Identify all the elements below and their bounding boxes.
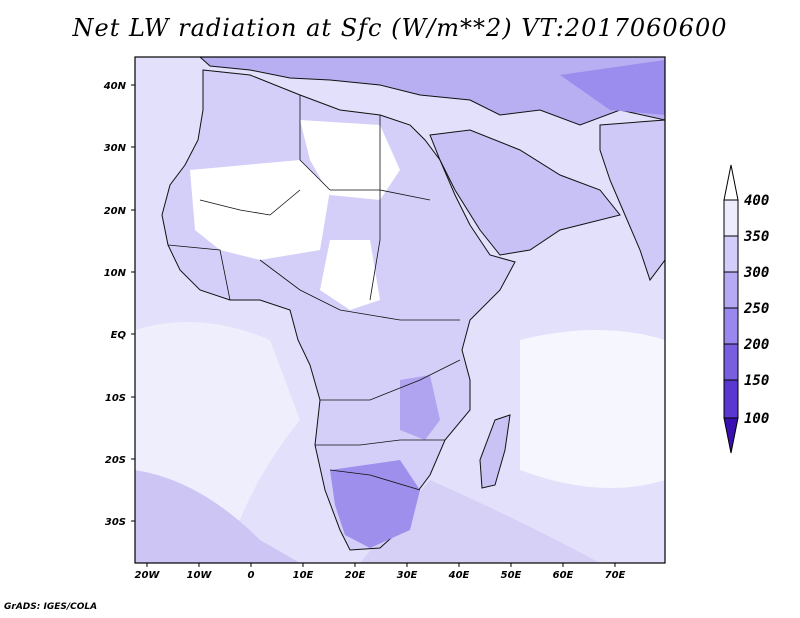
- central-africa-cold: [400, 375, 440, 440]
- indian-ocean-region: [520, 330, 665, 488]
- country-borders: [167, 95, 461, 491]
- sahara-central: [300, 120, 400, 200]
- colorbar-label: 350: [743, 229, 769, 245]
- sahel-patch: [320, 240, 380, 310]
- x-tick-label: 20E: [345, 570, 366, 581]
- x-tick-label: 50E: [501, 570, 522, 581]
- asia-cold-spot: [560, 60, 665, 115]
- colorbar-cell: [723, 235, 739, 273]
- y-tick-label: 20S: [105, 455, 126, 466]
- colorbar-label: 100: [744, 411, 769, 427]
- colorbar-cell: [723, 271, 739, 309]
- india-land: [599, 119, 665, 282]
- y-tick-label: 20N: [104, 206, 127, 217]
- colorbar-cell: [723, 199, 739, 237]
- colorbar-cell: [723, 343, 739, 381]
- colorbar-label: 400: [744, 193, 769, 209]
- madagascar-land: [479, 414, 511, 489]
- x-tick-label: 30E: [397, 570, 418, 581]
- plot-frame: [134, 56, 666, 564]
- x-tick-label: 0: [248, 570, 255, 581]
- sahara-west: [190, 160, 330, 260]
- y-tick-label: 30S: [105, 517, 126, 528]
- south-atlantic-region: [135, 470, 300, 563]
- y-tick-label: 10S: [105, 393, 126, 404]
- south-indian-region: [360, 480, 600, 563]
- colorbar-label: 250: [743, 301, 769, 317]
- y-tick-label: 10N: [104, 268, 127, 279]
- x-tick-label: 10W: [187, 570, 213, 581]
- colorbar-label: 200: [743, 337, 769, 353]
- x-tick-label: 20W: [135, 570, 161, 581]
- europe-land: [199, 57, 665, 126]
- colorbar-bottom-arrow: [723, 417, 739, 454]
- x-axis: 20W 10W 0 10E 20E 30E 40E 50E 60E 70E: [135, 563, 626, 581]
- colorbar-cell: [723, 379, 739, 419]
- colorbar: 400 350 300 250 200 150 100: [723, 164, 769, 454]
- x-tick-label: 10E: [293, 570, 314, 581]
- colorbar-label: 150: [744, 373, 769, 389]
- colorbar-label: 300: [743, 265, 769, 281]
- colorbar-top-arrow: [723, 164, 739, 201]
- colorbar-cell: [723, 307, 739, 345]
- grads-credit: GrADS: IGES/COLA: [4, 602, 98, 612]
- y-tick-label: 40N: [103, 81, 127, 92]
- x-tick-label: 40E: [448, 570, 470, 581]
- y-tick-label: EQ: [111, 330, 127, 341]
- map-title: Net LW radiation at Sfc (W/m**2) VT:2017…: [72, 14, 728, 42]
- y-tick-label: 30N: [104, 143, 127, 154]
- y-axis: 40N 30N 20N 10N EQ 10S 20S 30S: [103, 81, 135, 528]
- x-tick-label: 60E: [553, 570, 574, 581]
- x-tick-label: 70E: [605, 570, 626, 581]
- southern-africa-cold: [330, 460, 420, 548]
- arabia-land: [429, 129, 621, 256]
- radiation-field: [135, 57, 665, 563]
